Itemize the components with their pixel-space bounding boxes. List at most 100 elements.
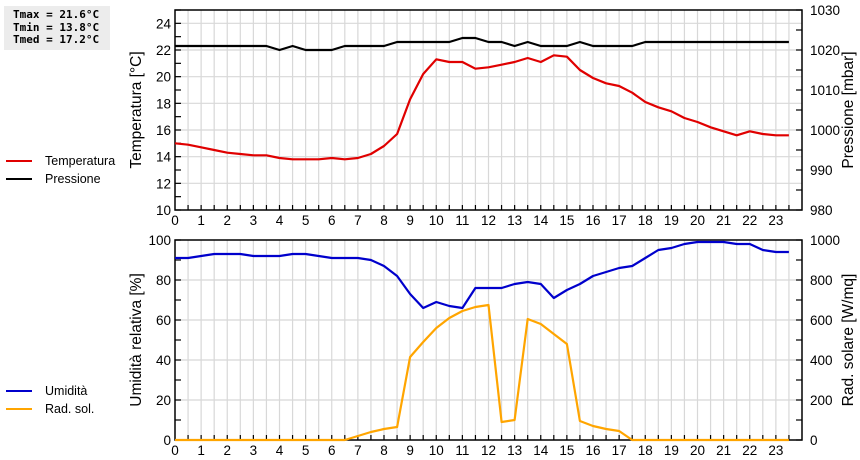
x-tick-label: 1: [197, 213, 205, 228]
x-tick-label: 9: [406, 443, 414, 458]
x-tick-label: 6: [328, 443, 336, 458]
y2-tick-label: 1000: [810, 123, 840, 138]
y-tick-label: 100: [148, 233, 171, 248]
y-tick-label: 60: [156, 313, 171, 328]
x-tick-label: 11: [455, 213, 469, 228]
legend-bottom: Umidità Rad. sol.: [6, 382, 94, 418]
x-tick-label: 10: [429, 443, 444, 458]
x-tick-label: 15: [559, 443, 574, 458]
y2-tick-label: 1020: [810, 43, 840, 58]
y2-tick-label: 1010: [810, 83, 840, 98]
legend-swatch-temperatura: [6, 160, 32, 162]
y2-axis-title: Pressione [mbar]: [840, 51, 857, 168]
x-tick-label: 14: [533, 213, 549, 228]
x-tick-label: 11: [455, 443, 469, 458]
x-tick-label: 13: [507, 443, 522, 458]
x-tick-label: 0: [171, 443, 179, 458]
x-tick-label: 1: [197, 443, 205, 458]
y-tick-label: 80: [156, 273, 171, 288]
x-tick-label: 10: [429, 213, 444, 228]
x-tick-label: 12: [481, 443, 496, 458]
x-tick-label: 13: [507, 213, 522, 228]
series-line-pressione: [175, 36, 789, 52]
temperature-pressure-chart: 0 1 2 3 4 5 6 7 8 9 10 11 12 13 14 15 16 17 18 19 20 21 22 2310…: [128, 3, 857, 228]
y2-axis-title: Rad. solare [W/mq]: [840, 274, 857, 407]
x-tick-label: 2: [223, 213, 231, 228]
x-tick-label: 18: [638, 443, 653, 458]
y2-tick-label: 200: [810, 393, 833, 408]
x-tick-label: 16: [585, 213, 600, 228]
x-tick-label: 20: [690, 213, 705, 228]
y-tick-label: 22: [156, 43, 171, 58]
legend-label: Pressione: [45, 172, 101, 186]
y-tick-label: 0: [163, 433, 171, 448]
x-tick-label: 23: [768, 213, 783, 228]
x-tick-label: 6: [328, 213, 336, 228]
y-tick-label: 24: [156, 16, 172, 31]
legend-label: Umidità: [45, 384, 88, 398]
x-tick-label: 23: [768, 443, 783, 458]
x-tick-label: 4: [276, 443, 284, 458]
x-tick-label: 8: [380, 213, 388, 228]
x-tick-label: 22: [742, 213, 757, 228]
legend-swatch-umidita: [6, 390, 32, 392]
legend-label: Rad. sol.: [45, 402, 95, 416]
x-tick-label: 19: [664, 443, 679, 458]
x-tick-label: 22: [742, 443, 757, 458]
y-tick-label: 12: [156, 176, 171, 191]
x-tick-label: 7: [354, 443, 362, 458]
legend-item-pressione: Pressione: [6, 170, 115, 188]
x-tick-label: 9: [406, 213, 414, 228]
x-tick-label: 3: [250, 213, 258, 228]
y2-tick-label: 1000: [810, 233, 840, 248]
y-tick-label: 16: [156, 123, 171, 138]
y2-tick-label: 800: [810, 273, 833, 288]
legend-item-temperatura: Temperatura: [6, 152, 115, 170]
y-tick-label: 14: [156, 150, 172, 165]
y-tick-label: 40: [156, 353, 171, 368]
legend-label: Temperatura: [45, 154, 116, 168]
legend-swatch-pressione: [6, 178, 32, 180]
x-tick-label: 17: [612, 443, 627, 458]
y-tick-label: 20: [156, 70, 171, 85]
tmed-label: Tmed = 17.2°C: [13, 33, 100, 46]
y-tick-label: 10: [156, 203, 171, 218]
y-tick-label: 18: [156, 96, 171, 111]
x-tick-label: 3: [250, 443, 258, 458]
x-tick-label: 19: [664, 213, 679, 228]
x-tick-label: 5: [302, 213, 310, 228]
tmax-label: Tmax = 21.6°C: [13, 8, 100, 21]
y2-tick-label: 1030: [810, 3, 840, 18]
y-tick-label: 20: [156, 393, 171, 408]
x-tick-label: 4: [276, 213, 284, 228]
humidity-radiation-chart: 0 1 2 3 4 5 6 7 8 9 10 11 12 13 14 15 16 17 18 19 20 21 22 2302…: [128, 233, 857, 458]
legend-item-umidita: Umidità: [6, 382, 94, 400]
legend-swatch-rad-sol: [6, 408, 32, 410]
y-axis-title: Umidità relativa [%]: [128, 273, 145, 407]
x-tick-label: 20: [690, 443, 705, 458]
x-tick-label: 12: [481, 213, 496, 228]
x-tick-label: 17: [612, 213, 627, 228]
series-line-umidit-: [175, 240, 789, 310]
y2-tick-label: 0: [810, 433, 818, 448]
y-axis-title: Temperatura [°C]: [128, 51, 145, 168]
temperature-stats-box: Tmax = 21.6°C Tmin = 13.8°C Tmed = 17.2°…: [4, 6, 110, 50]
y2-tick-label: 400: [810, 353, 833, 368]
y2-tick-label: 980: [810, 203, 833, 218]
legend-item-rad-sol: Rad. sol.: [6, 400, 94, 418]
y2-tick-label: 600: [810, 313, 833, 328]
x-tick-label: 16: [585, 443, 600, 458]
x-tick-label: 18: [638, 213, 653, 228]
x-tick-label: 14: [533, 443, 549, 458]
series-line-rad-sol-: [175, 303, 789, 442]
y2-tick-label: 990: [810, 163, 833, 178]
x-tick-label: 5: [302, 443, 310, 458]
series-line-temperatura: [174, 54, 789, 161]
x-tick-label: 2: [223, 443, 231, 458]
x-tick-label: 15: [559, 213, 574, 228]
x-tick-label: 21: [716, 443, 731, 458]
tmin-label: Tmin = 13.8°C: [13, 20, 100, 34]
x-tick-label: 21: [716, 213, 731, 228]
x-tick-label: 7: [354, 213, 362, 228]
